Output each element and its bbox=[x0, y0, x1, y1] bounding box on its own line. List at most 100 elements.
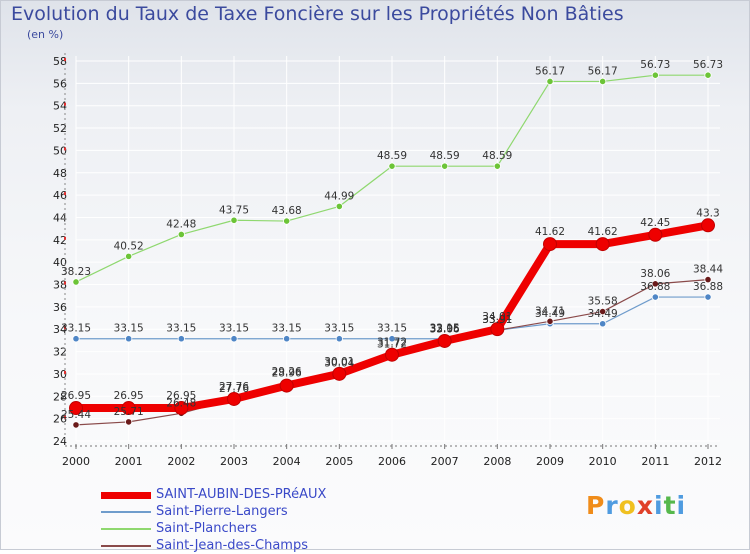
data-label: 56.17 bbox=[588, 65, 618, 77]
data-label: 33.15 bbox=[166, 323, 196, 335]
data-point bbox=[177, 335, 185, 343]
data-label: 38.23 bbox=[61, 266, 91, 278]
data-point bbox=[493, 162, 501, 170]
data-point bbox=[335, 335, 343, 343]
data-label: 26.95 bbox=[61, 390, 91, 402]
data-point bbox=[388, 335, 396, 343]
data-label: 41.62 bbox=[535, 226, 565, 238]
x-tick-label: 2009 bbox=[536, 455, 564, 468]
data-point bbox=[704, 293, 712, 301]
data-point bbox=[72, 335, 80, 343]
data-point bbox=[595, 237, 610, 252]
legend-label: Saint-Pierre-Langers bbox=[156, 504, 288, 519]
legend-label: Saint-Planchers bbox=[156, 521, 258, 536]
data-point bbox=[283, 335, 291, 343]
data-label: 27.76 bbox=[219, 383, 249, 395]
data-point bbox=[599, 320, 607, 328]
x-tick-label: 2004 bbox=[273, 455, 301, 468]
data-label: 48.59 bbox=[377, 150, 407, 162]
data-label: 56.73 bbox=[693, 59, 723, 71]
y-tick-label: 54 bbox=[53, 100, 67, 113]
data-label: 33.91 bbox=[482, 314, 512, 326]
data-label: 29.26 bbox=[272, 366, 302, 378]
data-label: 56.73 bbox=[640, 59, 670, 71]
y-axis-dot bbox=[64, 326, 66, 330]
data-label: 48.59 bbox=[482, 150, 512, 162]
data-label: 33.15 bbox=[272, 323, 302, 335]
data-label: 43.68 bbox=[272, 205, 302, 217]
data-label: 33.15 bbox=[219, 323, 249, 335]
data-label: 41.62 bbox=[588, 226, 618, 238]
x-tick-label: 2012 bbox=[694, 455, 722, 468]
data-label: 33.91 bbox=[482, 314, 512, 326]
data-point bbox=[227, 391, 241, 406]
data-point bbox=[283, 217, 291, 225]
x-tick-label: 2000 bbox=[62, 455, 90, 468]
data-point bbox=[441, 162, 449, 170]
y-axis-dot bbox=[64, 58, 66, 61]
x-tick-label: 2006 bbox=[378, 455, 406, 468]
legend-swatch bbox=[101, 491, 151, 499]
x-tick-label: 2008 bbox=[483, 455, 511, 468]
y-axis-dot bbox=[64, 370, 66, 374]
y-tick-label: 44 bbox=[53, 211, 67, 224]
y-axis-dot bbox=[64, 281, 66, 285]
data-label: 26.95 bbox=[114, 390, 144, 402]
x-tick-label: 2010 bbox=[589, 455, 617, 468]
data-point bbox=[546, 77, 554, 86]
data-point bbox=[177, 230, 185, 239]
data-point bbox=[230, 216, 238, 224]
x-tick-label: 2005 bbox=[325, 455, 353, 468]
data-label: 33.15 bbox=[377, 323, 407, 335]
data-label: 33.15 bbox=[324, 323, 354, 335]
logo-letter: t bbox=[663, 491, 677, 520]
x-tick-label: 2002 bbox=[167, 455, 195, 468]
y-tick-label: 40 bbox=[53, 256, 67, 269]
legend-swatch bbox=[101, 545, 151, 547]
data-point bbox=[543, 237, 557, 252]
axes: 24 26 28 30 32 34 36 38 40 42 44 46 48 50 52 54 56 58 2000… bbox=[53, 53, 722, 468]
legend-label: Saint-Jean-des-Champs bbox=[156, 538, 308, 553]
data-label: 35.58 bbox=[588, 296, 618, 308]
data-label: 26.95 bbox=[166, 390, 196, 402]
data-point bbox=[651, 71, 659, 79]
data-point bbox=[701, 218, 715, 233]
data-point bbox=[651, 293, 659, 301]
data-point bbox=[174, 401, 189, 416]
data-label: 43.75 bbox=[219, 204, 249, 216]
data-label: 38.44 bbox=[693, 264, 723, 276]
x-tick-label: 2007 bbox=[431, 455, 459, 468]
data-label: 30.01 bbox=[324, 356, 354, 368]
data-label: 56.17 bbox=[535, 65, 565, 77]
data-label: 25.44 bbox=[61, 409, 91, 421]
y-tick-label: 46 bbox=[53, 189, 67, 202]
y-axis-dot bbox=[64, 192, 66, 196]
data-label: 33.15 bbox=[61, 323, 91, 335]
y-axis-dot bbox=[64, 102, 66, 106]
y-tick-label: 36 bbox=[53, 301, 67, 314]
y-tick-label: 42 bbox=[53, 234, 67, 247]
data-label: 28.96 bbox=[272, 368, 302, 380]
y-axis-dot bbox=[64, 147, 66, 151]
grid-lines bbox=[75, 56, 720, 442]
data-point bbox=[599, 77, 607, 86]
x-tick-label: 2001 bbox=[115, 455, 143, 468]
data-point bbox=[437, 333, 452, 348]
data-label: 36.88 bbox=[640, 281, 670, 293]
data-point bbox=[230, 335, 238, 343]
data-point bbox=[704, 71, 712, 79]
y-tick-label: 30 bbox=[53, 368, 67, 381]
y-tick-label: 48 bbox=[53, 167, 67, 180]
series-markers bbox=[69, 71, 715, 429]
x-tick-label: 2003 bbox=[220, 455, 248, 468]
logo-letter: P bbox=[586, 491, 606, 520]
y-tick-label: 24 bbox=[53, 435, 67, 448]
legend-label: SAINT-AUBIN-DES-PRéAUX bbox=[156, 487, 327, 502]
y-tick-label: 28 bbox=[53, 390, 67, 403]
logo-letter: r bbox=[605, 491, 619, 520]
legend-swatch bbox=[101, 511, 151, 513]
y-tick-label: 32 bbox=[53, 346, 67, 359]
y-tick-label: 26 bbox=[53, 413, 67, 426]
data-label: 33.06 bbox=[430, 324, 460, 336]
